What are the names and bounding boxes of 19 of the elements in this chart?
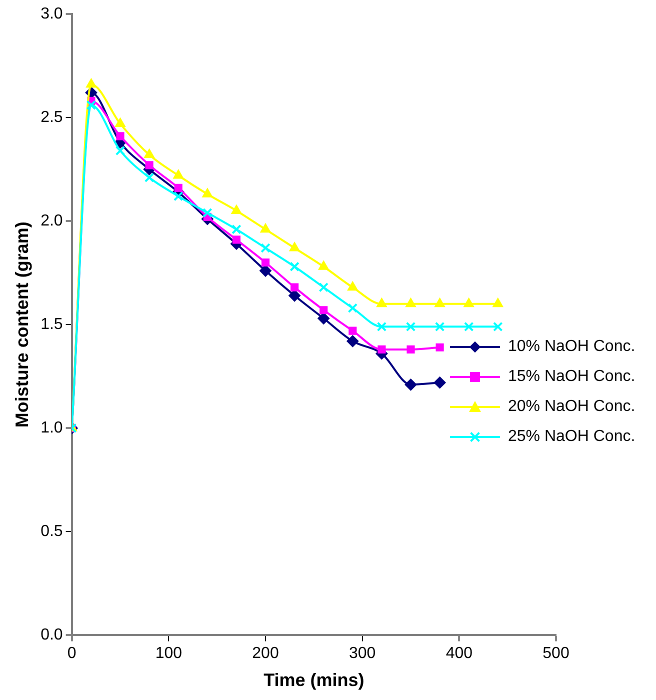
x-tick-label: 100	[155, 645, 182, 662]
x-tick-label: 0	[67, 645, 76, 662]
y-tick-label: 1.5	[40, 316, 63, 334]
legend-label: 10% NaOH Conc.	[508, 338, 636, 356]
y-axis-title: Moisture content (gram)	[12, 222, 32, 428]
x-tick-label: 200	[252, 645, 279, 662]
y-tick-label: 2.5	[40, 108, 63, 126]
y-tick-label: 2.0	[40, 212, 63, 230]
legend-label: 25% NaOH Conc.	[508, 428, 636, 446]
x-axis-title: Time (mins)	[264, 670, 364, 690]
x-tick-label: 300	[348, 645, 376, 662]
legend-label: 20% NaOH Conc.	[508, 398, 636, 416]
y-tick-label: 0.0	[40, 626, 63, 644]
legend-label: 15% NaOH Conc.	[508, 368, 636, 386]
y-tick-label: 3.0	[40, 5, 63, 22]
y-tick-label: 1.0	[40, 420, 63, 437]
x-tick-label: 500	[542, 645, 570, 662]
x-tick-label: 400	[446, 645, 473, 662]
y-tick-label: 0.5	[40, 523, 63, 540]
